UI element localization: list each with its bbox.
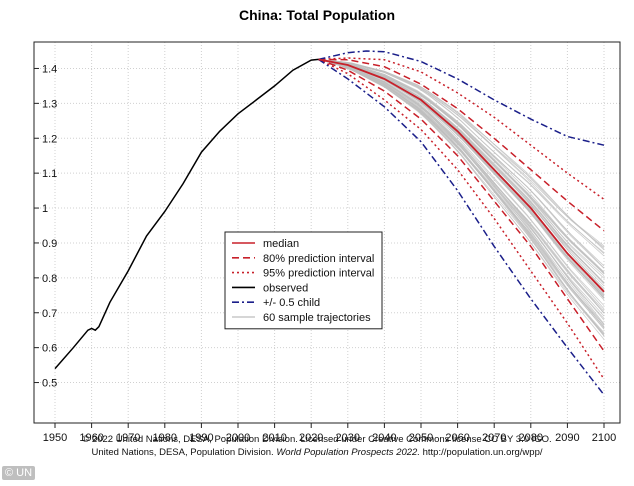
0-5-child-line [318,50,605,146]
legend: median 80% prediction interval 95% predict… [224,231,383,330]
chart-svg: China: Total Population 1950 1960 1970 1980… [33,7,621,444]
chart-title: China: Total Population [239,7,395,23]
x-tick-label: 2010 [262,432,286,444]
x-axis-ticks: 1950 1960 1970 1980 1990 2000 2010 2020 2030 2040… [43,423,616,444]
sample-trajectory [318,59,605,248]
x-tick-label: 2020 [299,432,323,444]
sample-trajectory [318,59,605,251]
sample-trajectory [318,59,605,273]
source-text-pre: United Nations, DESA, Population Divisio… [91,447,277,458]
legend-box [224,231,383,330]
95-prediction-interval-line [318,57,605,200]
source-line: United Nations, DESA, Population Divisio… [0,447,634,458]
legend-label: observed [263,282,308,294]
y-tick-label: 1.1 [42,168,57,180]
y-tick-label: 0.9 [42,238,57,250]
x-tick-label: 2040 [372,432,396,444]
y-tick-label: 1 [42,203,48,215]
un-watermark: © UN [2,466,36,480]
observed-line [54,58,319,370]
series-lines [54,50,605,396]
x-tick-label: 2100 [592,432,616,444]
x-tick-label: 1950 [43,432,67,444]
sample-trajectory [318,59,605,269]
source-title: World Population Prospects 2022. [276,447,420,458]
sample-trajectory [318,59,605,317]
y-tick-label: 0.7 [42,308,57,320]
95-prediction-interval-line [318,58,605,380]
copyright-line: © 2022 United Nations, DESA, Population … [0,434,634,445]
sample-trajectory [318,59,605,276]
y-tick-label: 1.3 [42,98,57,110]
grid [34,42,620,423]
x-tick-label: 1990 [189,432,213,444]
80-prediction-interval-line [318,58,605,232]
x-tick-label: 2060 [445,432,469,444]
x-tick-label: 1980 [153,432,177,444]
y-tick-label: 0.6 [42,343,57,355]
y-tick-label: 1.2 [42,133,57,145]
x-tick-label: 2070 [482,432,506,444]
legend-label: 80% prediction interval [263,253,374,265]
sample-trajectory [318,59,605,333]
y-tick-label: 0.5 [42,378,57,390]
x-tick-label: 2080 [519,432,543,444]
legend-label: 60 sample trajectories [263,312,371,324]
x-tick-label: 1970 [116,432,140,444]
y-axis-ticks: 0.5 0.6 0.7 0.8 0.9 1 1.1 1.2 1.3 1.4 [34,63,57,390]
plot-frame [33,41,621,424]
sample-trajectory [318,59,605,284]
legend-label: 95% prediction interval [263,268,374,280]
x-tick-label: 2050 [409,432,433,444]
x-tick-label: 2000 [226,432,250,444]
legend-label: +/- 0.5 child [263,297,320,309]
0-5-child-line [318,58,605,396]
source-url: http://population.un.org/wpp/ [419,447,543,458]
median-line [318,58,605,293]
sample-trajectory [318,59,605,249]
y-tick-label: 0.8 [42,273,57,285]
sample-trajectory [318,59,605,328]
sample-trajectory [318,59,605,257]
x-tick-label: 2030 [336,432,360,444]
80-prediction-interval-line [318,58,605,352]
y-tick-label: 1.4 [42,63,57,75]
x-tick-label: 2090 [555,432,579,444]
copyright-text: © 2022 United Nations, DESA, Population … [82,434,552,445]
legend-label: median [263,238,299,250]
x-tick-label: 1960 [79,432,103,444]
